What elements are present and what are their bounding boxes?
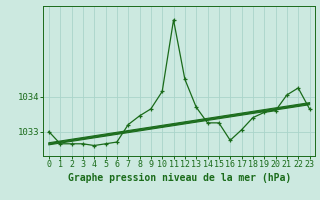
- X-axis label: Graphe pression niveau de la mer (hPa): Graphe pression niveau de la mer (hPa): [68, 173, 291, 183]
